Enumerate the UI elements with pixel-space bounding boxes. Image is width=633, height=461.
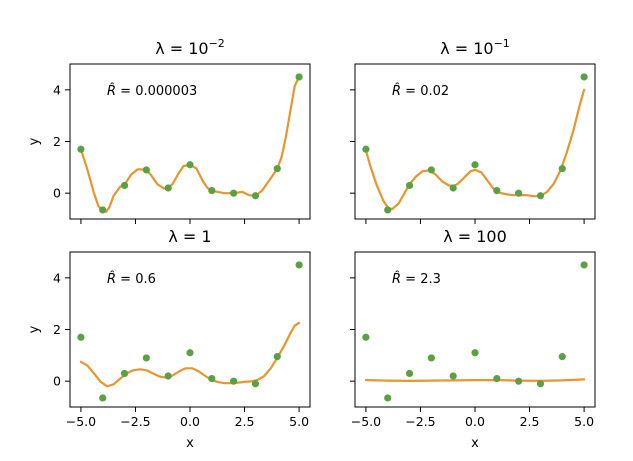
fit-curve (364, 88, 586, 211)
data-point (208, 374, 216, 383)
data-point (251, 192, 260, 200)
panel-title-exponent: −1 (494, 37, 510, 50)
data-point (251, 380, 260, 388)
x-tick-label: 2.5 (520, 414, 540, 429)
data-point (208, 186, 216, 195)
panel-title-base: λ = 100 (443, 227, 507, 246)
data-point (515, 377, 523, 385)
panel-2: λ = 10−1 R̂ = 0.02 (350, 37, 596, 224)
data-point (99, 206, 107, 214)
x-tick-label: 5.0 (574, 414, 594, 429)
data-point (230, 189, 238, 197)
data-point (295, 73, 303, 81)
y-tick-label: 2 (53, 134, 61, 149)
data-point (449, 372, 457, 380)
data-point (427, 354, 435, 362)
panel-title-base: λ = 10 (155, 39, 208, 58)
axes-frame (69, 251, 311, 408)
data-point (77, 333, 85, 341)
data-point (120, 369, 129, 378)
fit-annotation: R̂ = 0.02 (392, 84, 449, 99)
data-point (427, 166, 435, 174)
data-point (405, 369, 414, 378)
data-point (273, 353, 281, 361)
annotation-value: = 0.6 (116, 272, 156, 287)
panel-title: λ = 10−2 (155, 37, 225, 58)
annotation-value: = 2.3 (401, 272, 441, 287)
data-point (164, 184, 172, 192)
fit-annotation: R̂ = 0.000003 (107, 84, 197, 99)
panel-title-base: λ = 1 (168, 227, 211, 246)
y-tick-label: 0 (53, 186, 61, 201)
data-point (77, 145, 85, 153)
y-axis-label: y (27, 325, 42, 333)
data-point (471, 161, 479, 169)
y-tick-label: 2 (53, 322, 61, 337)
data-point (362, 333, 370, 341)
x-tick-label: 2.5 (235, 414, 255, 429)
annotation-symbol: R̂ (392, 272, 401, 287)
fit-annotation: R̂ = 0.6 (107, 272, 156, 287)
x-tick-label: −2.5 (405, 414, 435, 429)
fit-curve (364, 378, 586, 382)
data-point (164, 372, 172, 380)
data-point (362, 145, 370, 153)
panel-title-base: λ = 10 (440, 39, 493, 58)
annotation-symbol: R̂ (107, 272, 116, 287)
data-point (120, 181, 129, 190)
data-point (493, 374, 501, 383)
data-point (384, 206, 392, 214)
x-tick-label: −5.0 (351, 414, 381, 429)
data-point (142, 354, 150, 362)
x-tick-label: 0.0 (465, 414, 485, 429)
x-axis-label: x (186, 436, 194, 451)
data-point (558, 353, 566, 361)
x-tick-label: 0.0 (180, 414, 200, 429)
x-axis-label: x (471, 436, 479, 451)
x-tick-label: 5.0 (289, 414, 309, 429)
data-point (384, 394, 392, 402)
panel-4: λ = 100 R̂ = 2.3 −5.0 −2.5 0.0 2.5 5.0 x (350, 227, 596, 451)
panel-title: λ = 1 (168, 227, 211, 246)
fit-curve (79, 321, 301, 388)
data-point (536, 380, 545, 388)
data-point (536, 192, 545, 200)
data-point (580, 261, 588, 269)
data-point (186, 349, 194, 357)
fit-curve (79, 75, 301, 213)
annotation-value: = 0.000003 (116, 84, 197, 99)
x-tick-label: −2.5 (120, 414, 150, 429)
y-tick-label: 4 (53, 270, 61, 285)
annotation-symbol: R̂ (107, 84, 116, 99)
data-point (273, 165, 281, 173)
x-tick-label: −5.0 (66, 414, 96, 429)
axes-frame (354, 251, 596, 408)
panel-title-exponent: −2 (209, 37, 225, 50)
data-point (295, 261, 303, 269)
data-point (449, 184, 457, 192)
data-point (186, 161, 194, 169)
annotation-symbol: R̂ (392, 84, 401, 99)
data-point (471, 349, 479, 357)
data-point (493, 186, 501, 195)
data-point (405, 181, 414, 190)
annotation-value: = 0.02 (401, 84, 449, 99)
data-point (515, 189, 523, 197)
y-tick-label: 4 (53, 82, 61, 97)
panel-title: λ = 10−1 (440, 37, 510, 58)
axes-frame (354, 63, 596, 220)
y-axis-label: y (27, 137, 42, 145)
data-point (580, 73, 588, 81)
data-point (558, 165, 566, 173)
data-point (99, 394, 107, 402)
fit-annotation: R̂ = 2.3 (392, 272, 441, 287)
panel-title: λ = 100 (443, 227, 507, 246)
panel-1: λ = 10−2 R̂ = 0.000003 0 2 4 y (27, 37, 311, 224)
y-tick-label: 0 (53, 374, 61, 389)
panel-3: λ = 1 R̂ = 0.6 −5.0 −2.5 0.0 2.5 5.0 0 2 4 y x (27, 227, 311, 451)
data-point (230, 377, 238, 385)
data-point (142, 166, 150, 174)
